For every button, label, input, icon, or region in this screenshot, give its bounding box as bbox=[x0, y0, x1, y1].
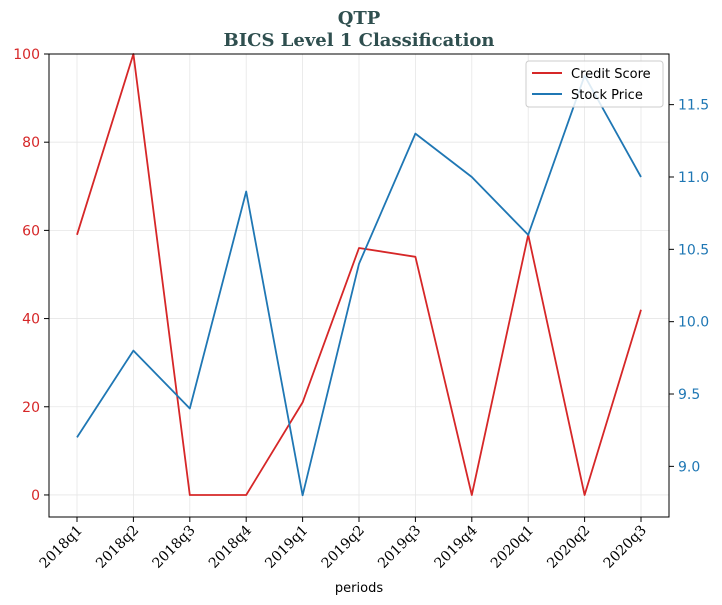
x-tick-label: 2020q1 bbox=[488, 523, 537, 572]
x-tick-label: 2018q3 bbox=[149, 523, 198, 572]
series-lines bbox=[76, 53, 642, 497]
x-tick-label: 2020q3 bbox=[601, 523, 650, 572]
left-y-tick-label: 100 bbox=[13, 47, 40, 63]
left-y-tick-label: 60 bbox=[22, 223, 40, 239]
x-axis-label: periods bbox=[335, 581, 383, 596]
left-y-axis: 0 20 40 60 80 100 bbox=[13, 47, 49, 504]
left-y-tick-label: 20 bbox=[22, 400, 40, 416]
chart-subtitle: BICS Level 1 Classification bbox=[223, 30, 494, 51]
x-tick-label: 2018q2 bbox=[93, 523, 142, 572]
x-tick-label: 2019q2 bbox=[319, 523, 368, 572]
right-y-tick-label: 11.5 bbox=[678, 98, 709, 114]
series-line-credit-score bbox=[76, 53, 642, 496]
legend-label-credit-score: Credit Score bbox=[571, 67, 651, 82]
right-y-tick-label: 9.5 bbox=[678, 387, 700, 403]
left-y-tick-label: 40 bbox=[22, 312, 40, 328]
right-y-tick-label: 10.0 bbox=[678, 315, 709, 331]
right-y-axis: 9.0 9.5 10.0 10.5 11.0 11.5 bbox=[669, 98, 709, 475]
x-tick-label: 2020q2 bbox=[544, 523, 593, 572]
right-y-tick-label: 11.0 bbox=[678, 170, 709, 186]
x-axis: 2018q1 2018q2 2018q3 2018q4 2019q1 2019q2 2019… bbox=[37, 517, 650, 572]
left-y-tick-label: 0 bbox=[31, 488, 40, 504]
x-tick-label: 2019q4 bbox=[431, 522, 480, 571]
x-tick-label: 2019q3 bbox=[375, 523, 424, 572]
chart-title: QTP bbox=[338, 8, 381, 29]
x-tick-label: 2019q1 bbox=[262, 523, 311, 572]
x-tick-label: 2018q1 bbox=[37, 523, 86, 572]
x-tick-label: 2018q4 bbox=[206, 522, 255, 571]
series-line-stock-price bbox=[76, 74, 642, 497]
legend: Credit Score Stock Price bbox=[525, 60, 664, 108]
legend-label-stock-price: Stock Price bbox=[571, 88, 643, 103]
left-y-tick-label: 80 bbox=[22, 135, 40, 151]
right-y-tick-label: 9.0 bbox=[678, 459, 700, 475]
right-y-tick-label: 10.5 bbox=[678, 242, 709, 258]
